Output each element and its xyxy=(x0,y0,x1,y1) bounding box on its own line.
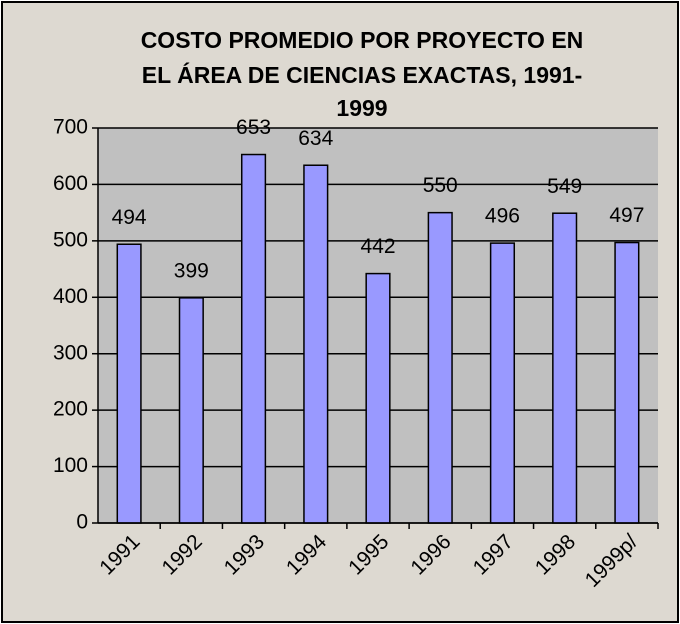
y-tick-label: 200 xyxy=(53,398,88,421)
chart-title: EL ÁREA DE CIENCIAS EXACTAS, 1991- xyxy=(142,61,583,88)
bar xyxy=(552,212,578,524)
value-label: 653 xyxy=(236,116,271,139)
y-tick-label: 500 xyxy=(53,228,88,251)
chart-title: COSTO PROMEDIO POR PROYECTO EN xyxy=(141,27,584,53)
chart-title: 1999 xyxy=(336,95,387,121)
value-label: 442 xyxy=(360,235,395,258)
value-label: 550 xyxy=(423,174,458,197)
bar xyxy=(614,241,640,524)
value-label: 494 xyxy=(112,206,147,229)
bar xyxy=(489,242,516,524)
y-tick-label: 100 xyxy=(53,454,88,477)
value-label: 496 xyxy=(485,205,520,228)
bar xyxy=(240,153,267,524)
y-tick-label: 400 xyxy=(53,285,88,308)
y-tick-label: 600 xyxy=(53,172,88,195)
value-label: 399 xyxy=(174,259,209,282)
y-tick-label: 300 xyxy=(53,341,88,364)
bar xyxy=(365,272,391,524)
y-tick-label: 0 xyxy=(76,511,88,534)
value-label: 549 xyxy=(547,175,582,198)
bar xyxy=(303,164,329,524)
value-label: 497 xyxy=(609,204,644,227)
bar xyxy=(116,243,142,524)
value-label: 634 xyxy=(298,127,333,150)
bar xyxy=(427,211,453,524)
y-tick-label: 700 xyxy=(53,116,88,139)
bar xyxy=(178,297,204,524)
